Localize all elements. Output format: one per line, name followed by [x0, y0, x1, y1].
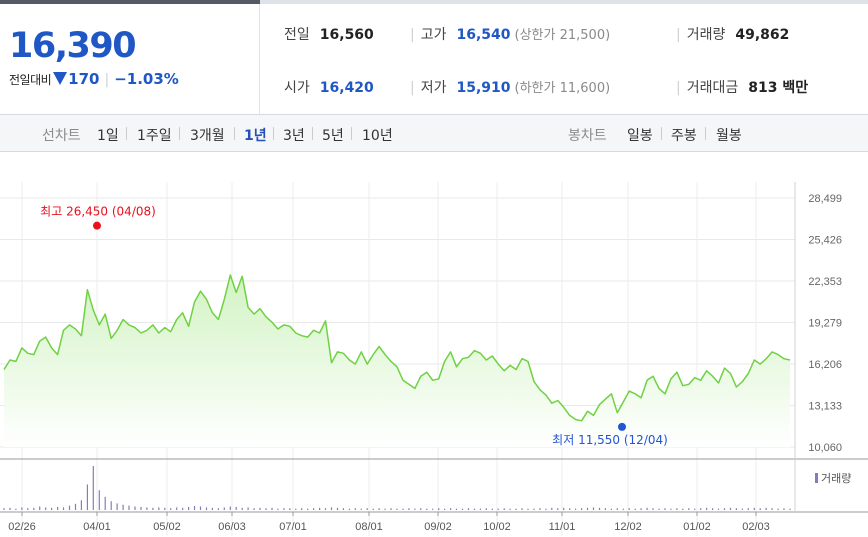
y-tick-label: 13,133 — [808, 401, 842, 413]
stat-high: | 고가 16,540 (상한가 21,500) — [410, 24, 610, 44]
y-tick-label: 16,206 — [808, 359, 842, 371]
x-tick-label: 05/02 — [153, 521, 181, 533]
x-tick-label: 02/26 — [8, 521, 36, 533]
stat-label: 저가 — [420, 80, 447, 96]
stat-amount: | 거래대금 813 백만 — [676, 77, 808, 97]
stat-value: 813 백만 — [748, 80, 809, 96]
tab-divider — [179, 127, 180, 140]
change-rate: −1.03% — [114, 70, 179, 88]
price-chart: 10,060 13,133 16,206 19,279 22,353 25,426 28,4… — [0, 152, 868, 537]
top-border — [0, 0, 868, 4]
down-triangle-icon — [53, 72, 68, 85]
divider: | — [410, 27, 415, 43]
top-border-accent — [0, 0, 260, 4]
stat-low: | 저가 15,910 (하한가 11,600) — [410, 77, 610, 97]
high-marker — [93, 221, 101, 230]
volume-legend-swatch — [815, 473, 818, 483]
x-tick-label: 08/01 — [355, 521, 383, 533]
x-tick-label: 02/03 — [742, 521, 770, 533]
x-tick-label: 04/01 — [83, 521, 111, 533]
stat-label: 고가 — [420, 27, 447, 43]
stat-limit: (상한가 21,500) — [514, 28, 611, 43]
tab-3y[interactable]: 3년 — [283, 128, 305, 144]
volume-legend: 거래량 — [815, 470, 851, 486]
stat-label: 거래량 — [686, 27, 726, 43]
stat-label: 전일 — [284, 27, 310, 43]
candle-chart-label: 봉차트 — [568, 128, 607, 144]
stat-value: 49,862 — [735, 27, 790, 43]
tab-1d[interactable]: 1일 — [97, 128, 119, 144]
x-tick-label: 06/03 — [218, 521, 246, 533]
stat-open: 시가 16,420 — [284, 77, 374, 97]
x-tick-label: 07/01 — [279, 521, 307, 533]
stat-prev-close: 전일 16,560 — [284, 24, 374, 44]
tab-weekly[interactable]: 주봉 — [671, 128, 697, 144]
y-tick-label: 10,060 — [808, 442, 842, 454]
volume-legend-label: 거래량 — [821, 472, 852, 485]
high-label: 최고 26,450 (04/08) — [40, 205, 156, 219]
x-tick-label: 01/02 — [683, 521, 711, 533]
tab-monthly[interactable]: 월봉 — [716, 128, 742, 144]
tab-divider — [234, 127, 235, 140]
stat-volume: | 거래량 49,862 — [676, 24, 789, 44]
tab-divider — [126, 127, 127, 140]
divider: | — [104, 72, 110, 88]
stat-value: 15,910 — [456, 80, 511, 96]
y-tick-label: 28,499 — [808, 193, 842, 205]
stat-value: 16,560 — [319, 27, 374, 43]
tab-3m[interactable]: 3개월 — [190, 128, 225, 144]
x-tick-label: 10/02 — [483, 521, 511, 533]
tab-daily[interactable]: 일봉 — [627, 128, 653, 144]
y-tick-label: 25,426 — [808, 235, 842, 247]
y-tick-label: 22,353 — [808, 276, 842, 288]
quote-stats: 전일 16,560 | 고가 16,540 (상한가 21,500) | 거래량 49,86… — [260, 4, 868, 114]
stat-value: 16,420 — [319, 80, 374, 96]
low-label: 최저 11,550 (12/04) — [552, 433, 668, 447]
x-tick-label: 09/02 — [424, 521, 452, 533]
tab-divider — [661, 127, 662, 140]
change-label: 전일대비 — [9, 73, 52, 87]
line-chart-label: 선차트 — [42, 128, 81, 144]
price-chart-svg: 10,060 13,133 16,206 19,279 22,353 25,426 28,4… — [0, 182, 868, 536]
divider: | — [676, 27, 681, 43]
x-tick-label: 12/02 — [614, 521, 642, 533]
stat-limit: (하한가 11,600) — [514, 81, 611, 96]
tab-1w[interactable]: 1주일 — [137, 128, 172, 144]
tab-divider — [312, 127, 313, 140]
chart-period-tabs: 선차트 1일 1주일 3개월 1년 3년 5년 10년 봉차트 일봉 주봉 월봉 — [0, 114, 868, 152]
price-area — [4, 275, 790, 447]
tab-divider — [705, 127, 706, 140]
x-tick-label: 11/01 — [549, 521, 576, 533]
tab-divider — [351, 127, 352, 140]
current-price: 16,390 — [9, 26, 137, 66]
price-line — [3, 274, 791, 422]
change-amount: 170 — [68, 70, 100, 88]
divider: | — [676, 80, 681, 96]
tab-1y[interactable]: 1년 — [244, 128, 267, 144]
tab-divider — [273, 127, 274, 140]
tab-5y[interactable]: 5년 — [322, 128, 344, 144]
tab-10y[interactable]: 10년 — [362, 128, 393, 144]
stat-label: 시가 — [284, 80, 310, 96]
price-change: 전일대비 170 | −1.03% — [9, 70, 179, 88]
price-summary: 16,390 전일대비 170 | −1.03% — [0, 4, 260, 114]
low-marker — [618, 422, 626, 431]
divider: | — [410, 80, 415, 96]
stat-label: 거래대금 — [686, 80, 739, 96]
stat-value: 16,540 — [456, 27, 511, 43]
y-tick-label: 19,279 — [808, 318, 842, 330]
